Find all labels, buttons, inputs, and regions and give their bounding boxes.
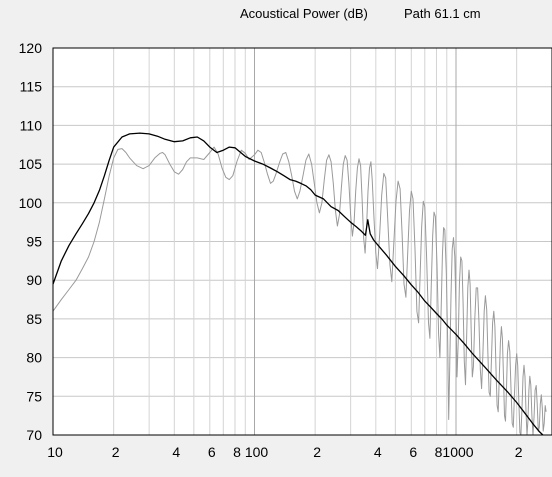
- chart-title-main: Acoustical Power (dB): [240, 6, 368, 21]
- y-tick-label: 100: [19, 195, 43, 211]
- x-tick-label: 10: [47, 444, 63, 460]
- chart-title-path: Path 61.1 cm: [404, 6, 481, 21]
- x-tick-label: 2: [515, 444, 523, 460]
- x-tick-label: 8: [233, 444, 241, 460]
- y-tick-label: 120: [19, 40, 43, 56]
- x-tick-label: 6: [208, 444, 216, 460]
- y-tick-label: 90: [26, 272, 42, 288]
- x-tick-label: 6: [409, 444, 417, 460]
- series-line-1: [52, 132, 544, 436]
- x-tick-label: 4: [172, 444, 180, 460]
- y-tick-label: 85: [26, 311, 42, 327]
- y-tick-label: 70: [26, 427, 42, 443]
- plot-frame: [52, 47, 552, 436]
- x-tick-label: 4: [374, 444, 382, 460]
- y-tick-label: 95: [26, 234, 42, 250]
- series-line-2: [52, 146, 547, 436]
- x-tick-label: 2: [112, 444, 120, 460]
- y-tick-label: 75: [26, 388, 42, 404]
- x-tick-label: 1000: [442, 444, 473, 460]
- y-tick-label: 105: [19, 156, 43, 172]
- y-tick-label: 110: [20, 117, 43, 133]
- y-tick-label: 80: [26, 350, 42, 366]
- x-tick-label: 8: [435, 444, 443, 460]
- x-tick-label: 100: [245, 444, 269, 460]
- x-tick-label: 2: [313, 444, 321, 460]
- y-tick-label: 115: [20, 79, 43, 95]
